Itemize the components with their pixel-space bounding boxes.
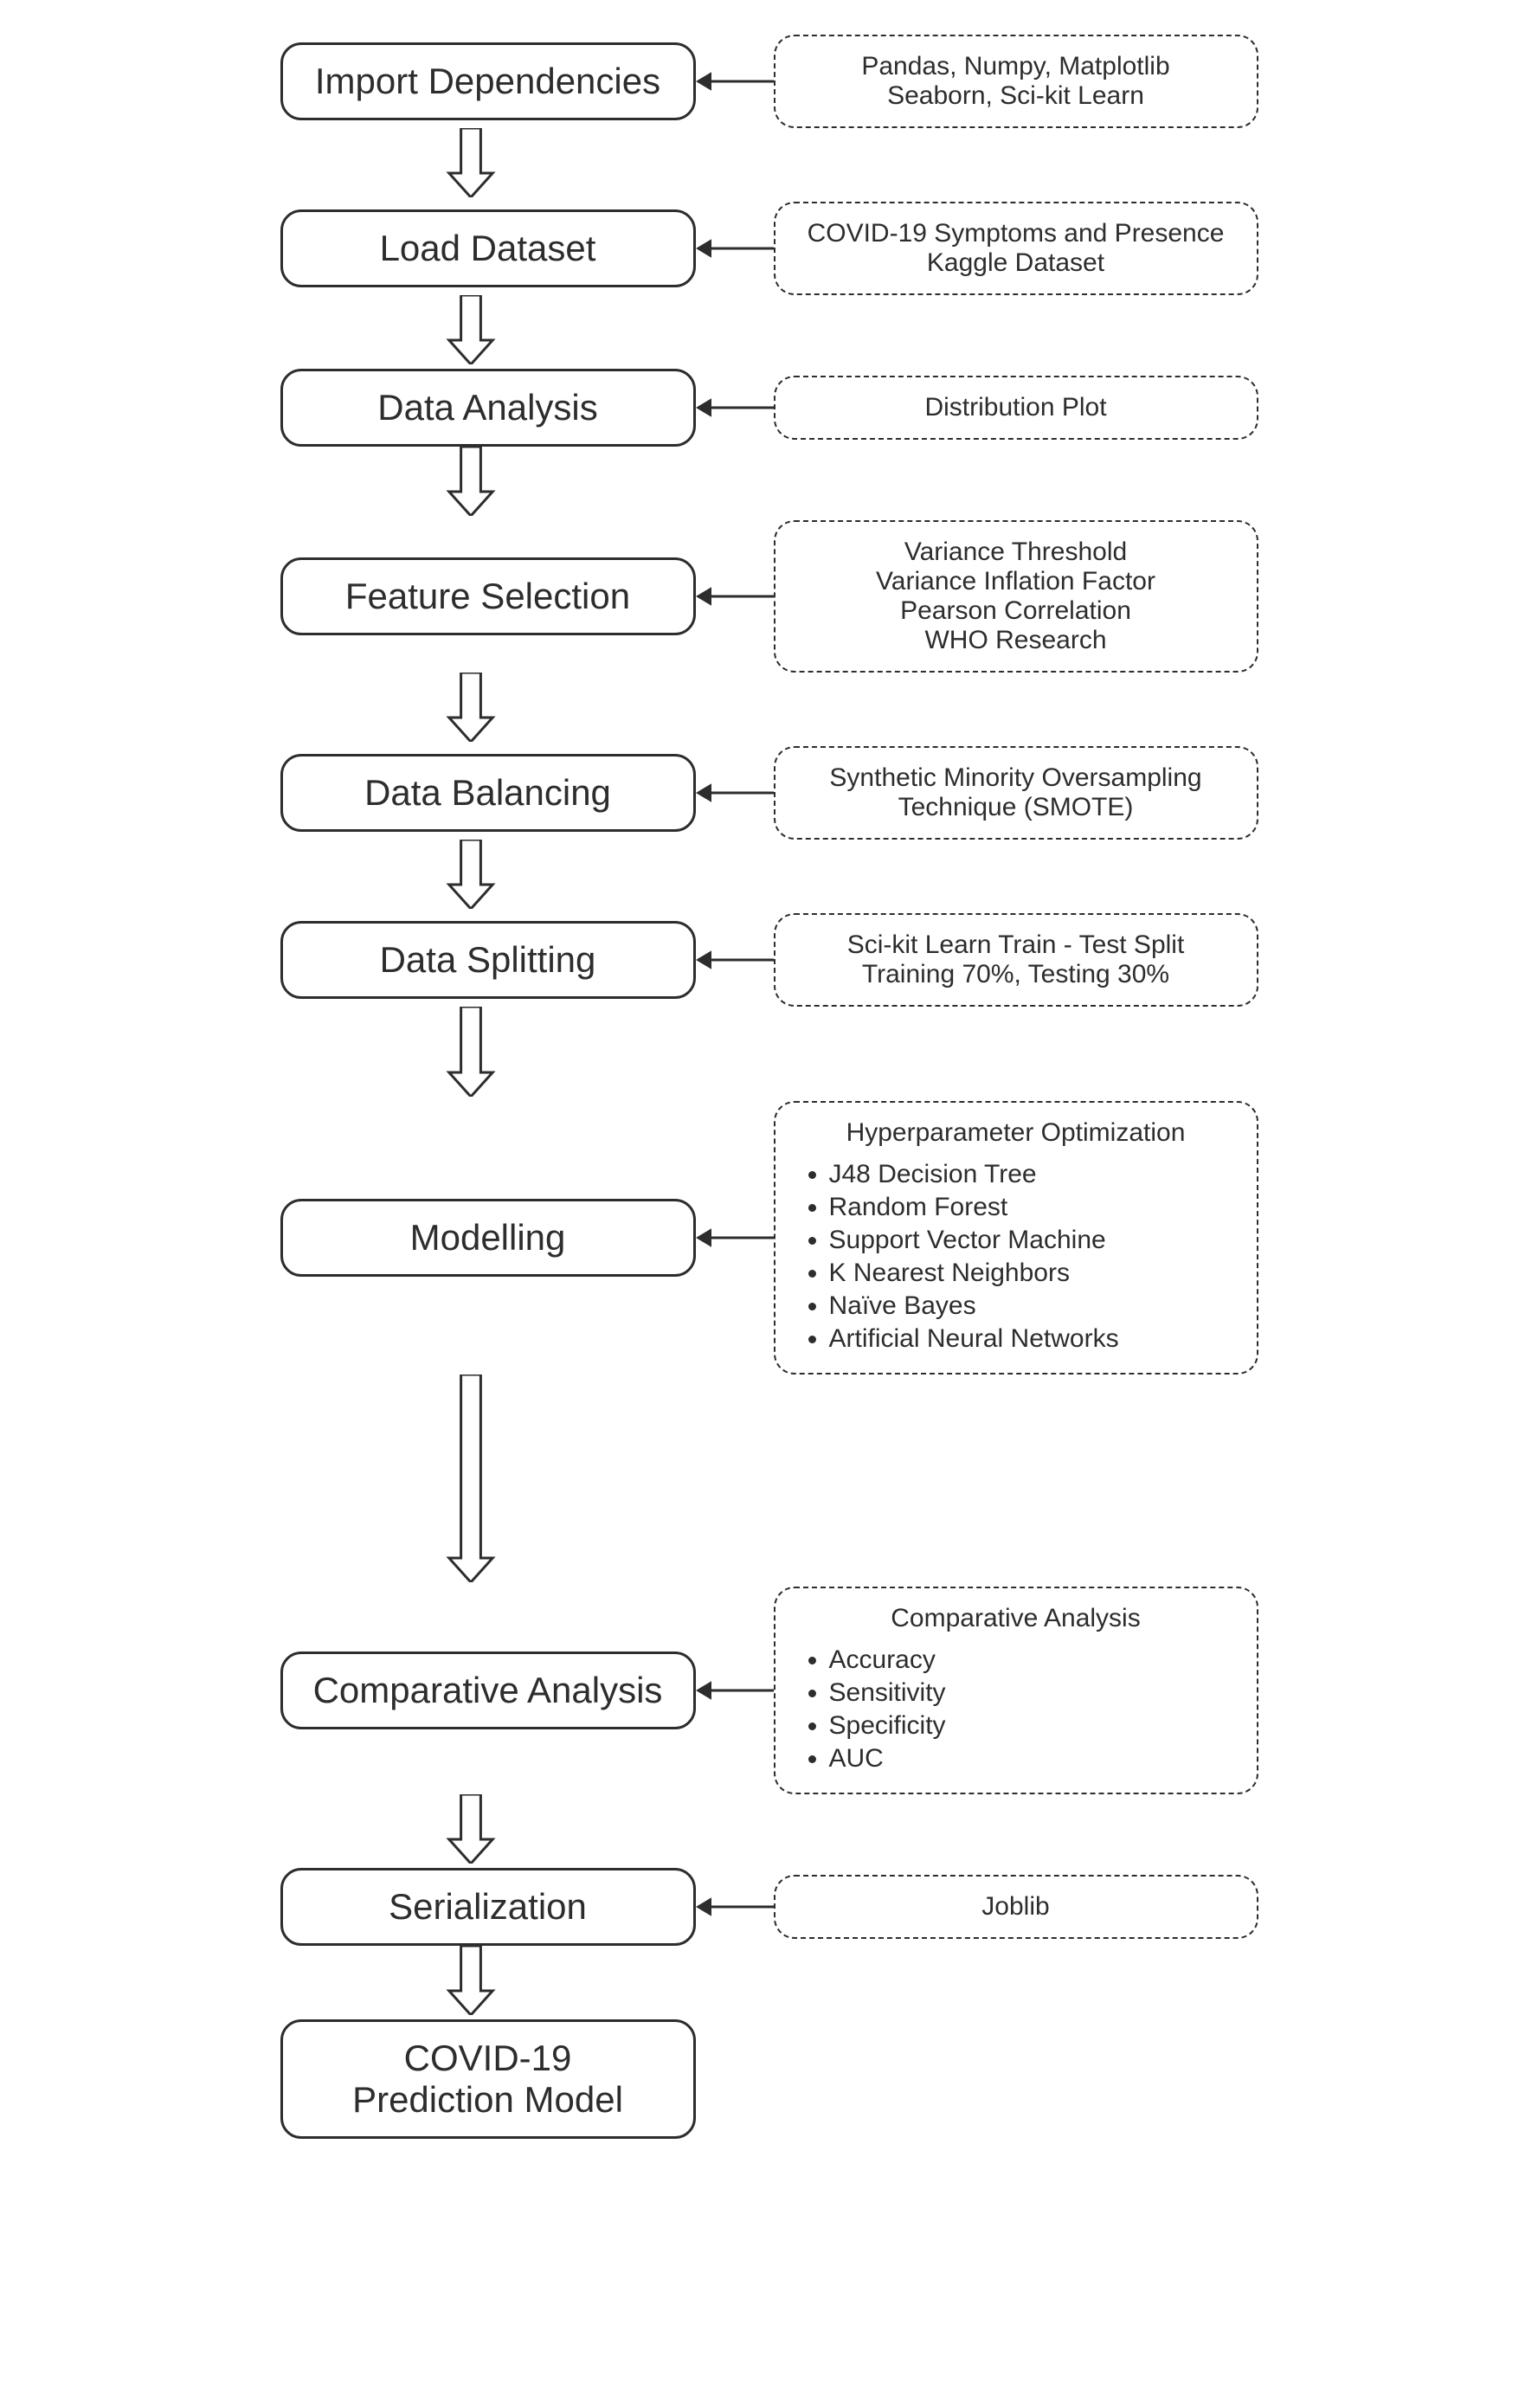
detail-line: Pearson Correlation (800, 596, 1232, 626)
detail-line: Variance Threshold (800, 538, 1232, 567)
flow-step-label: Data Splitting (307, 939, 669, 981)
flow-row: Data Splitting Sci-kit Learn Train - Test… (280, 913, 1258, 1007)
detail-line: Variance Inflation Factor (800, 567, 1232, 596)
left-arrow-icon (696, 1227, 774, 1248)
down-arrow-icon (445, 1007, 497, 1101)
flow-step-box: COVID-19Prediction Model (280, 2019, 696, 2139)
detail-lines: Variance ThresholdVariance Inflation Fac… (800, 538, 1232, 655)
detail-bullet: Specificity (829, 1711, 1232, 1741)
detail-bullet-list: J48 Decision Tree Random Forest Support Ve… (800, 1156, 1232, 1357)
flow-step-label: Feature Selection (307, 576, 669, 617)
down-arrow-icon (445, 1946, 497, 2019)
detail-lines: Joblib (800, 1892, 1232, 1922)
detail-title: Hyperparameter Optimization (800, 1118, 1232, 1148)
flow-detail-box: Variance ThresholdVariance Inflation Fac… (774, 520, 1258, 673)
detail-bullet: K Nearest Neighbors (829, 1259, 1232, 1288)
detail-line: Seaborn, Sci-kit Learn (800, 81, 1232, 111)
down-arrow-icon (445, 128, 497, 202)
flow-step-label: Data Analysis (307, 387, 669, 428)
left-arrow-icon (696, 782, 774, 803)
flow-step-box: Data Analysis (280, 369, 696, 447)
detail-bullet: Support Vector Machine (829, 1226, 1232, 1255)
flow-row: Modelling Hyperparameter Optimization J48 … (280, 1101, 1258, 1375)
left-arrow-icon (696, 238, 774, 259)
flow-row: COVID-19Prediction Model (280, 2019, 696, 2139)
detail-line: Distribution Plot (800, 393, 1232, 422)
flow-detail-box: Joblib (774, 1875, 1258, 1939)
flow-step-box: Modelling (280, 1199, 696, 1277)
flow-detail-box: Comparative Analysis AccuracySensitivityS… (774, 1587, 1258, 1794)
detail-lines: Pandas, Numpy, MatplotlibSeaborn, Sci-ki… (800, 52, 1232, 111)
detail-bullet: Sensitivity (829, 1678, 1232, 1708)
flow-step-label: COVID-19 (307, 2038, 669, 2079)
down-arrow-icon (445, 295, 497, 369)
detail-line: Technique (SMOTE) (800, 793, 1232, 822)
left-arrow-icon (696, 71, 774, 92)
detail-line: COVID-19 Symptoms and Presence (800, 219, 1232, 248)
flow-step-label: Import Dependencies (307, 61, 669, 102)
flow-row: Feature Selection Variance ThresholdVaria… (280, 520, 1258, 673)
flow-step-box: Data Balancing (280, 754, 696, 832)
detail-line: Kaggle Dataset (800, 248, 1232, 278)
left-arrow-icon (696, 950, 774, 970)
detail-line: Pandas, Numpy, Matplotlib (800, 52, 1232, 81)
flow-row: Data Analysis Distribution Plot (280, 369, 1258, 447)
detail-bullet: Naïve Bayes (829, 1291, 1232, 1321)
flow-detail-box: COVID-19 Symptoms and PresenceKaggle Dat… (774, 202, 1258, 295)
flow-row: Data Balancing Synthetic Minority Oversam… (280, 746, 1258, 840)
detail-line: Sci-kit Learn Train - Test Split (800, 930, 1232, 960)
flow-step-box: Feature Selection (280, 557, 696, 635)
detail-lines: Distribution Plot (800, 393, 1232, 422)
detail-lines: Synthetic Minority OversamplingTechnique… (800, 763, 1232, 822)
flow-detail-box: Distribution Plot (774, 376, 1258, 440)
down-arrow-icon (445, 1375, 497, 1587)
detail-bullet: Artificial Neural Networks (829, 1324, 1232, 1354)
flow-step-box: Serialization (280, 1868, 696, 1946)
detail-lines: Sci-kit Learn Train - Test SplitTraining… (800, 930, 1232, 989)
detail-title: Comparative Analysis (800, 1604, 1232, 1633)
detail-line: Joblib (800, 1892, 1232, 1922)
flow-step-box: Comparative Analysis (280, 1651, 696, 1729)
flow-detail-box: Hyperparameter Optimization J48 Decision … (774, 1101, 1258, 1375)
down-arrow-icon (445, 447, 497, 520)
flow-row: Serialization Joblib (280, 1868, 1258, 1946)
flow-row: Import Dependencies Pandas, Numpy, Matplo… (280, 35, 1258, 128)
flow-detail-box: Synthetic Minority OversamplingTechnique… (774, 746, 1258, 840)
flow-detail-box: Sci-kit Learn Train - Test SplitTraining… (774, 913, 1258, 1007)
flow-step-label: Modelling (307, 1217, 669, 1259)
detail-bullet-list: AccuracySensitivitySpecificityAUC (800, 1642, 1232, 1777)
flow-row: Comparative AnalysisComparative Analysis… (280, 1587, 1258, 1794)
detail-bullet: Accuracy (829, 1645, 1232, 1675)
flow-step-box: Load Dataset (280, 209, 696, 287)
flow-step-label: Serialization (307, 1886, 669, 1928)
flowchart-canvas: Import Dependencies Pandas, Numpy, Matplo… (280, 35, 1258, 2139)
detail-bullet: J48 Decision Tree (829, 1160, 1232, 1189)
down-arrow-icon (445, 673, 497, 746)
detail-line: Synthetic Minority Oversampling (800, 763, 1232, 793)
flow-step-label: Prediction Model (307, 2079, 669, 2121)
flow-row: Load Dataset COVID-19 Symptoms and Presen… (280, 202, 1258, 295)
flow-step-box: Data Splitting (280, 921, 696, 999)
down-arrow-icon (445, 840, 497, 913)
flow-step-box: Import Dependencies (280, 42, 696, 120)
left-arrow-icon (696, 397, 774, 418)
down-arrow-icon (445, 1794, 497, 1868)
detail-bullet: AUC (829, 1744, 1232, 1774)
left-arrow-icon (696, 1680, 774, 1701)
left-arrow-icon (696, 586, 774, 607)
detail-line: Training 70%, Testing 30% (800, 960, 1232, 989)
flow-detail-box: Pandas, Numpy, MatplotlibSeaborn, Sci-ki… (774, 35, 1258, 128)
left-arrow-icon (696, 1896, 774, 1917)
detail-line: WHO Research (800, 626, 1232, 655)
flow-step-label: Load Dataset (307, 228, 669, 269)
flow-step-label: Data Balancing (307, 772, 669, 814)
detail-lines: COVID-19 Symptoms and PresenceKaggle Dat… (800, 219, 1232, 278)
detail-bullet: Random Forest (829, 1193, 1232, 1222)
flow-step-label: Comparative Analysis (307, 1670, 669, 1711)
